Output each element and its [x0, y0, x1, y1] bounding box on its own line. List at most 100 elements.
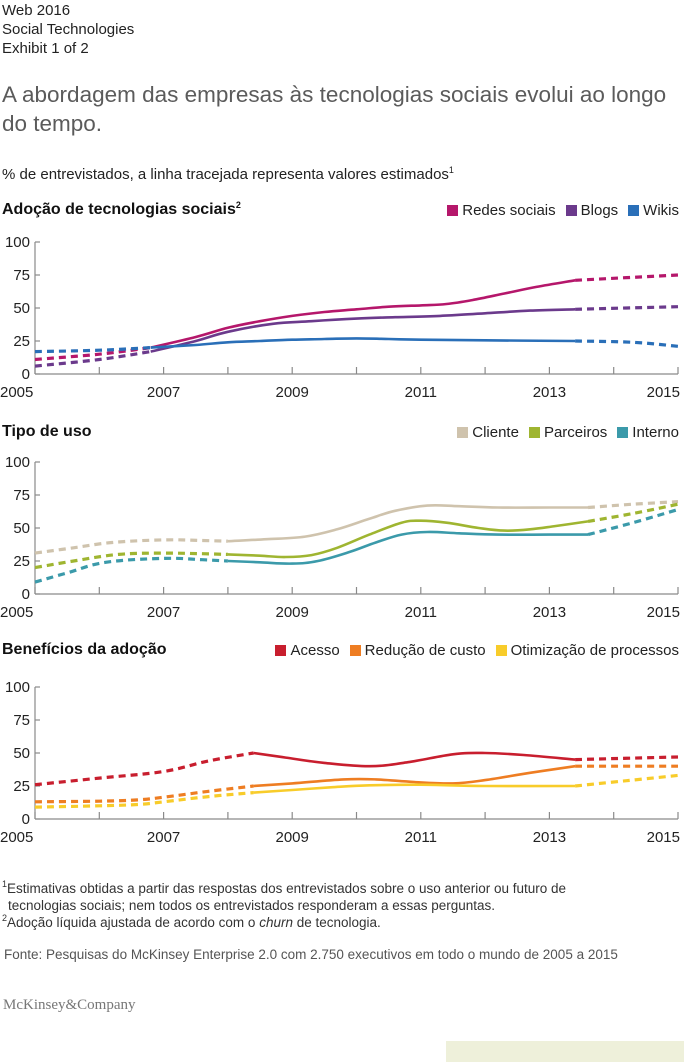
series-line-estimated [574, 773, 679, 788]
legend-item: Acesso [275, 642, 340, 659]
chart-title-text: Adoção de tecnologias sociais [2, 201, 236, 218]
series-line-estimated [34, 346, 151, 362]
series-line-actual [227, 519, 589, 559]
footnote-2-italic: churn [259, 915, 293, 930]
series-line-actual [227, 503, 588, 543]
legend-label: Wikis [643, 202, 679, 219]
legend-label: Cliente [472, 424, 519, 441]
x-tick-label: 2015 [647, 384, 680, 401]
series-wikis [34, 337, 679, 354]
y-tick-label: 25 [13, 553, 30, 570]
legend-label: Acesso [290, 642, 340, 659]
legend-benefits: Acesso Redução de custo Otimização de pr… [275, 642, 679, 659]
legend-label: Otimização de processos [510, 642, 679, 659]
series-blogs [34, 305, 679, 368]
chart-title-usage-type: Tipo de uso [2, 423, 92, 440]
legend-label: Redes sociais [462, 202, 556, 219]
y-tick-label: 50 [13, 300, 30, 317]
legend-label: Interno [632, 424, 679, 441]
legend-swatch [495, 645, 507, 656]
series-line-actual [150, 279, 576, 349]
x-tick-label: 2013 [533, 604, 566, 621]
footnote-ref-2: 2 [235, 200, 241, 210]
legend-swatch [349, 645, 361, 656]
legend-swatch [617, 427, 629, 438]
y-tick-label: 25 [13, 333, 30, 350]
x-tick-label: 2011 [405, 384, 437, 401]
chart-title-benefits: Benefícios da adoção [2, 641, 167, 658]
legend-swatch [628, 205, 640, 216]
exhibit-meta: Web 2016 Social Technologies Exhibit 1 o… [2, 1, 134, 58]
legend-label: Parceiros [543, 424, 608, 441]
legend-item: Wikis [628, 202, 679, 219]
y-tick-label: 0 [22, 366, 30, 383]
x-tick-label: 2013 [533, 829, 566, 846]
series-line-estimated [34, 791, 254, 809]
mckinsey-logo: McKinsey&Company [3, 997, 136, 1013]
series-line-estimated [575, 273, 679, 282]
x-tick-label: 2009 [276, 829, 309, 846]
y-tick-label: 100 [5, 679, 30, 696]
legend-swatch [565, 205, 577, 216]
x-tick-label: 2011 [405, 829, 437, 846]
legend-item: Redução de custo [349, 642, 486, 659]
y-tick-label: 75 [13, 267, 30, 284]
series-line-estimated [587, 502, 679, 523]
x-tick-label: 2013 [533, 384, 566, 401]
footnote-1: 1Estimativas obtidas a partir das respos… [2, 880, 682, 897]
series-line-estimated [34, 350, 151, 368]
meta-line-publication: Web 2016 [2, 2, 71, 19]
series-line-actual [150, 337, 576, 349]
legend-item: Parceiros [528, 424, 608, 441]
series-acesso [34, 751, 679, 787]
series-parceiros [34, 502, 679, 570]
legend-item: Blogs [565, 202, 619, 219]
series-line-actual [227, 530, 589, 565]
series-redes-sociais [34, 273, 679, 362]
series-otimizacao-de-processos [34, 773, 679, 809]
y-tick-label: 0 [22, 811, 30, 828]
series-line-estimated [34, 751, 254, 787]
legend-item: Otimização de processos [495, 642, 679, 659]
y-tick-label: 50 [13, 520, 30, 537]
x-tick-label: 2009 [276, 604, 309, 621]
subtitle-text: % de entrevistados, a linha tracejada re… [2, 166, 449, 183]
footnote-2-text-pre: Adoção líquida ajustada de acordo com o [7, 915, 260, 930]
y-tick-label: 0 [22, 586, 30, 603]
x-tick-label: 2007 [147, 384, 180, 401]
series-line-estimated [575, 339, 679, 348]
series-line-actual [253, 764, 576, 788]
series-cliente [34, 500, 679, 555]
y-tick-label: 50 [13, 745, 30, 762]
legend-adoption: Redes sociais Blogs Wikis [447, 202, 679, 219]
x-tick-label: 2005 [0, 604, 33, 621]
chart-title-adoption: Adoção de tecnologias sociais2 [2, 201, 241, 219]
x-tick-label: 2007 [147, 829, 180, 846]
x-tick-label: 2011 [405, 604, 437, 621]
page-title: A abordagem das empresas às tecnologias … [2, 82, 667, 136]
footnote-ref-1: 1 [448, 165, 454, 175]
legend-swatch [275, 645, 287, 656]
footnotes: 1Estimativas obtidas a partir das respos… [2, 880, 682, 931]
x-tick-label: 2007 [147, 604, 180, 621]
legend-swatch [528, 427, 540, 438]
legend-item: Redes sociais [447, 202, 556, 219]
y-tick-label: 100 [5, 234, 30, 251]
chart-subtitle: % de entrevistados, a linha tracejada re… [2, 165, 454, 184]
series-line-actual [253, 751, 576, 768]
source-note: Fonte: Pesquisas do McKinsey Enterprise … [4, 947, 618, 962]
legend-item: Cliente [457, 424, 519, 441]
series-line-estimated [34, 538, 228, 555]
meta-line-exhibit: Exhibit 1 of 2 [2, 40, 89, 57]
series-line-actual [150, 308, 576, 353]
series-line-actual [253, 783, 576, 794]
series-reducao-de-custo [34, 764, 678, 804]
footnote-2: 2Adoção líquida ajustada de acordo com o… [2, 914, 682, 931]
legend-swatch [457, 427, 469, 438]
legend-swatch [447, 205, 459, 216]
decorative-corner-box [446, 1041, 684, 1062]
y-tick-label: 75 [13, 487, 30, 504]
legend-label: Blogs [580, 202, 619, 219]
y-tick-label: 100 [5, 454, 30, 471]
x-tick-label: 2005 [0, 384, 33, 401]
